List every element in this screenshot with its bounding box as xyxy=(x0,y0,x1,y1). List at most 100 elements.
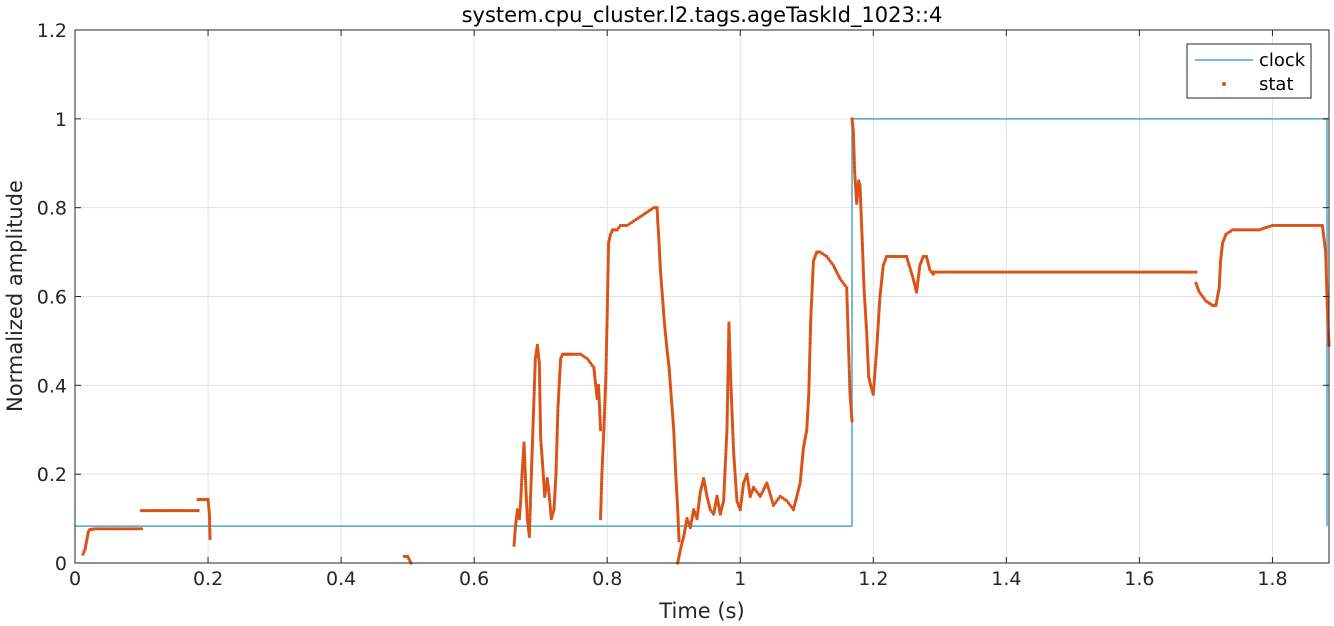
stat-point xyxy=(916,280,920,284)
stat-point xyxy=(910,272,914,276)
stat-point xyxy=(860,232,864,236)
stat-point xyxy=(1318,223,1322,228)
stat-point xyxy=(523,473,527,477)
stat-point xyxy=(1111,270,1115,274)
stat-point xyxy=(542,482,546,487)
stat-point xyxy=(670,411,675,415)
stat-point xyxy=(522,453,527,457)
stat-point xyxy=(1320,223,1324,228)
stat-point xyxy=(675,498,679,502)
y-tick-label: 0 xyxy=(55,553,67,575)
stat-point xyxy=(1192,270,1196,274)
stat-point xyxy=(533,373,537,378)
stat-point xyxy=(528,512,532,516)
stat-point xyxy=(1133,270,1137,274)
stat-point xyxy=(1104,270,1108,274)
stat-point xyxy=(810,297,814,302)
stat-point xyxy=(808,356,812,360)
stat-point xyxy=(1187,270,1191,274)
stat-point xyxy=(1299,223,1303,228)
stat-point xyxy=(661,304,665,308)
stat-point xyxy=(600,479,604,484)
stat-point xyxy=(529,494,533,499)
stat-point xyxy=(847,372,851,376)
stat-point xyxy=(528,527,532,531)
stat-point xyxy=(524,490,528,494)
stat-point xyxy=(858,198,863,202)
stat-point xyxy=(1279,223,1283,228)
stat-point xyxy=(915,288,919,292)
stat-point xyxy=(1277,223,1281,228)
stat-point xyxy=(915,285,919,289)
stat-point xyxy=(661,299,665,303)
stat-point xyxy=(1121,270,1125,274)
stat-point xyxy=(664,338,668,342)
stat-point xyxy=(809,302,814,306)
stat-point xyxy=(809,300,814,304)
stat-point xyxy=(805,425,809,429)
stat-point xyxy=(810,285,814,290)
stat-point xyxy=(799,474,803,478)
stat-point xyxy=(531,410,536,414)
stat-point xyxy=(603,396,607,400)
stat-point xyxy=(1293,223,1297,228)
y-tick-label: 0.2 xyxy=(37,464,67,486)
stat-point xyxy=(556,410,560,415)
stat-point xyxy=(606,266,610,270)
stat-point xyxy=(811,276,815,280)
stat-point xyxy=(1322,240,1327,244)
stat-point xyxy=(847,365,851,369)
stat-point xyxy=(725,433,729,437)
stat-point xyxy=(858,196,863,200)
stat-point xyxy=(859,203,863,207)
stat-point xyxy=(538,400,542,404)
stat-point xyxy=(695,514,699,518)
stat-point xyxy=(863,305,867,309)
stat-point xyxy=(615,228,619,232)
stat-point xyxy=(606,275,610,280)
stat-point xyxy=(825,254,829,259)
stat-point xyxy=(725,398,730,402)
stat-point xyxy=(1237,228,1241,232)
stat-point xyxy=(828,259,832,263)
stat-point xyxy=(606,248,610,253)
x-tick-label: 1.6 xyxy=(1124,568,1154,590)
stat-point xyxy=(131,527,135,531)
stat-point xyxy=(809,317,813,321)
stat-point xyxy=(155,508,159,513)
stat-point xyxy=(807,363,812,367)
stat-point xyxy=(606,251,610,255)
stat-point xyxy=(538,402,542,407)
stat-point xyxy=(554,462,558,466)
stat-point xyxy=(598,516,603,521)
stat-point xyxy=(177,508,181,513)
stat-point xyxy=(866,355,870,359)
stat-point xyxy=(525,507,529,511)
stat-point xyxy=(530,441,535,445)
stat-point xyxy=(552,508,556,512)
stat-point xyxy=(1244,228,1248,232)
stat-point xyxy=(871,392,875,396)
stat-point xyxy=(537,366,542,370)
stat-point xyxy=(849,404,853,408)
stat-point xyxy=(677,529,681,533)
stat-point xyxy=(865,337,869,342)
stat-point xyxy=(907,264,912,268)
stat-point xyxy=(966,270,970,274)
stat-point xyxy=(604,349,609,354)
stat-point xyxy=(873,370,877,374)
stat-point xyxy=(668,373,672,377)
stat-point xyxy=(809,319,813,323)
stat-point xyxy=(1061,270,1065,274)
stat-point xyxy=(606,280,610,285)
stat-point xyxy=(124,527,128,531)
stat-point xyxy=(574,352,578,356)
stat-point xyxy=(523,470,527,474)
stat-point xyxy=(540,453,544,458)
stat-point xyxy=(538,429,543,433)
stat-point xyxy=(697,502,701,506)
stat-point xyxy=(557,386,561,390)
stat-point xyxy=(142,508,146,513)
stat-point xyxy=(849,407,853,411)
stat-point xyxy=(934,270,938,274)
